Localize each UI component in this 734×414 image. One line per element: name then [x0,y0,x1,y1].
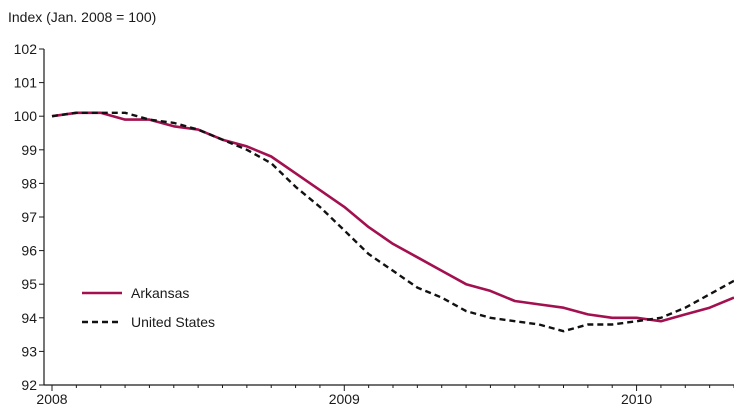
y-tick-label: 98 [21,175,37,191]
y-tick-label: 93 [21,343,37,359]
series-line-united-states [51,111,734,333]
y-axis-title: Index (Jan. 2008 = 100) [8,9,156,25]
y-tick-label: 101 [14,75,38,91]
x-tick-label: 2010 [621,391,652,407]
y-tick-label: 100 [14,108,38,124]
y-tick-label: 102 [14,41,38,57]
y-tick-label: 99 [21,142,37,158]
legend-label: United States [131,314,215,330]
axes: 92 93 94 95 96 97 98 99 100 101 102 2008 2009 2010 [14,41,734,407]
y-tick-label: 94 [21,310,37,326]
series-line-arkansas [51,111,734,323]
x-tick-label: 2009 [329,391,360,407]
legend: Arkansas United States [82,285,215,330]
legend-label: Arkansas [131,285,189,301]
y-tick-label: 92 [21,377,37,393]
y-tick-label: 95 [21,276,37,292]
series-layer [51,111,734,333]
x-tick-label: 2008 [36,391,67,407]
y-tick-label: 96 [21,243,37,259]
y-tick-label: 97 [21,209,37,225]
